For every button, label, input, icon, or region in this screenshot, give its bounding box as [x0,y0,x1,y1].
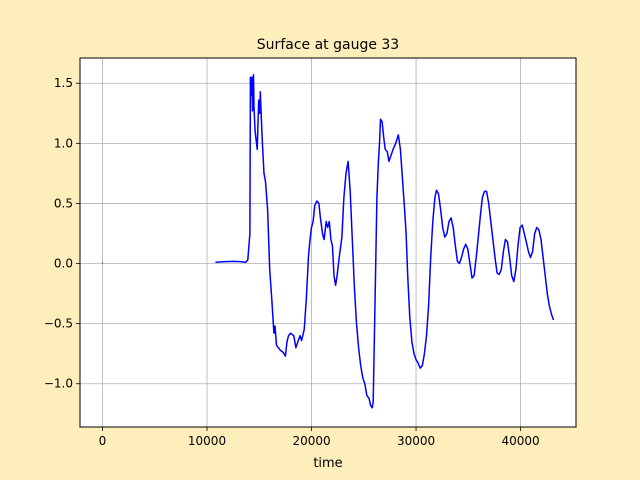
x-tick-label: 30000 [397,434,435,448]
y-tick-label: −0.5 [44,317,73,331]
y-tick-label: 0.0 [54,257,73,271]
plot-frame [79,57,577,428]
series-line-1 [215,74,555,409]
y-tick-label: 1.5 [54,76,73,90]
data-lines [102,74,555,409]
chart-title: Surface at gauge 33 [257,37,399,53]
grid [80,58,576,427]
x-tick-label: 20000 [292,434,330,448]
x-tick-label: 0 [99,434,107,448]
y-tick-label: −1.0 [44,377,73,391]
y-tick-label: 1.0 [54,136,73,150]
x-tick-label: 10000 [188,434,226,448]
plot-area [80,58,576,427]
x-axis-ticks: 0 10000 20000 30000 40000 [99,427,540,448]
x-axis-label: time [313,456,342,471]
y-axis-ticks: −1.0 −0.5 0.0 0.5 1.0 1.5 [44,76,80,391]
y-tick-label: 0.5 [54,196,73,210]
x-tick-label: 40000 [502,434,540,448]
